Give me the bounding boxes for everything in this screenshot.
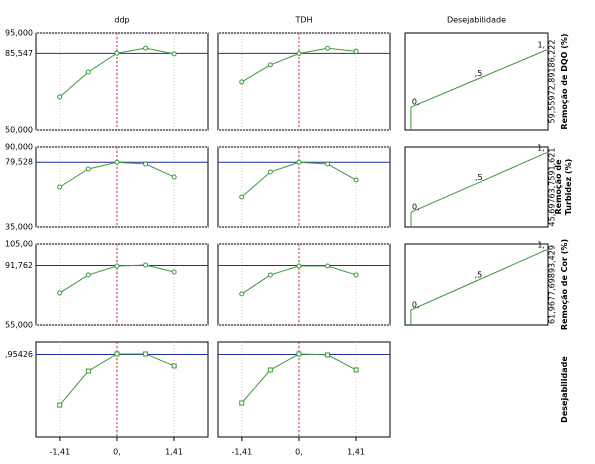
row-label-line: Remoção de (554, 159, 563, 215)
desirability-label: 1, (537, 241, 545, 250)
point (57, 402, 63, 408)
row-label: Remoção de Cor (%) (560, 239, 569, 330)
panel (404, 146, 549, 228)
point (296, 50, 302, 56)
point (85, 69, 91, 75)
panel (35, 243, 209, 326)
panel (35, 341, 209, 438)
point (296, 351, 302, 357)
column-title: Desejabilidade (447, 16, 506, 25)
desirability-label: ,5 (475, 173, 483, 182)
point (171, 51, 177, 57)
point (325, 263, 331, 269)
point (267, 169, 273, 175)
desirability-label: 0, (412, 98, 420, 107)
current-value-label: 85,547 (5, 49, 33, 58)
y-tick-label: 50,000 (5, 126, 33, 135)
row-label: Remoção de DQO (%) (560, 33, 569, 129)
point (296, 159, 302, 165)
point (114, 50, 120, 56)
panel (217, 146, 391, 228)
desirability-label: ,5 (475, 69, 483, 78)
point (267, 367, 273, 373)
column-title: TDH (294, 16, 312, 25)
point (171, 363, 177, 369)
panel (35, 32, 209, 131)
y-tick-label: 35,000 (5, 223, 33, 232)
point (85, 368, 91, 374)
desirability-label: ,5 (475, 271, 483, 280)
y-tick-label: 95,000 (5, 29, 33, 38)
x-tick-label: 0, (295, 448, 303, 457)
desirability-label: 1, (537, 143, 545, 152)
point (171, 269, 177, 275)
desirability-axis-text: 45,69763,7591,621 (548, 148, 557, 227)
point (114, 263, 120, 269)
desirability-label: 0, (412, 301, 420, 310)
row-label-line: Remoção de Cor (%) (560, 239, 569, 330)
x-tick-label: -1,41 (232, 448, 253, 457)
desirability-line (410, 152, 547, 213)
row-label: Remoção deTurbidez (%) (554, 159, 573, 216)
point (353, 48, 359, 54)
desirability-label: 0, (412, 203, 420, 212)
point (267, 62, 273, 68)
point (325, 352, 331, 358)
panel (217, 341, 391, 438)
desirability-axis-text: 59,55972,89186,222 (548, 40, 557, 124)
point (143, 262, 149, 268)
desirability-line (410, 249, 547, 311)
point (85, 166, 91, 172)
row-label: Desejabilidade (560, 356, 569, 423)
x-tick-label: 1,41 (347, 448, 365, 457)
point (239, 79, 245, 85)
point (353, 272, 359, 278)
point (239, 291, 245, 297)
point (325, 45, 331, 51)
y-tick-label: 90,000 (5, 143, 33, 152)
point (353, 367, 359, 373)
desirability-label: 1, (537, 41, 545, 50)
point (325, 161, 331, 167)
point (143, 45, 149, 51)
point (85, 272, 91, 278)
point (353, 177, 359, 183)
desirability-axis-text: 61,9677,69893,429 (548, 245, 557, 324)
x-tick-label: -1,41 (50, 448, 71, 457)
y-tick-label: 55,000 (5, 321, 33, 330)
point (239, 194, 245, 200)
y-tick-label: 105,00 (5, 240, 33, 249)
point (143, 351, 149, 357)
point (57, 94, 63, 100)
point (57, 184, 63, 190)
panel (404, 32, 549, 131)
row-label-line: Remoção de DQO (%) (560, 33, 569, 129)
panel (35, 146, 209, 228)
point (143, 161, 149, 167)
column-title: ddp (114, 16, 129, 25)
panel (217, 32, 391, 131)
point (239, 400, 245, 406)
x-tick-label: 0, (113, 448, 121, 457)
current-value-label: 91,762 (5, 261, 33, 270)
point (57, 290, 63, 296)
point (171, 174, 177, 180)
panel (404, 243, 549, 326)
point (114, 159, 120, 165)
point (114, 351, 120, 357)
point (296, 263, 302, 269)
x-tick-label: 1,41 (165, 448, 183, 457)
current-value-label: 79,528 (5, 158, 33, 167)
current-value-label: ,95426 (5, 350, 33, 359)
row-label-line: Turbidez (%) (564, 159, 573, 216)
desirability-line (410, 49, 547, 108)
panel (217, 243, 391, 326)
row-label-line: Desejabilidade (560, 356, 569, 423)
point (267, 272, 273, 278)
